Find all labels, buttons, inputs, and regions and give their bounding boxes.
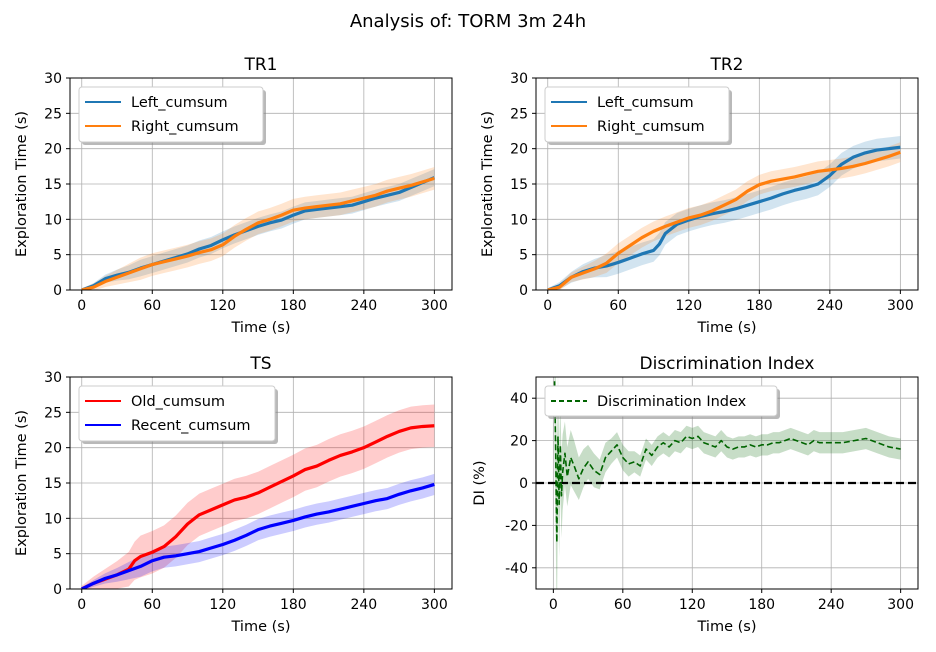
series-line-1 [81, 482, 435, 589]
x-tick-label: 120 [209, 597, 236, 613]
chart-ts: 0 60 120 180 240 300 0 5 10 15 20 25 30 TS Time (s) Exp… [14, 354, 453, 635]
y-tick-label: 5 [53, 248, 62, 264]
legend-label: Left_cumsum [597, 95, 694, 111]
y-tick-label: 10 [44, 511, 62, 527]
x-tick-label: 300 [887, 298, 914, 314]
y-tick-label: 30 [44, 71, 62, 87]
y-axis-label: Exploration Time (s) [14, 111, 30, 257]
y-tick-label: 10 [44, 212, 62, 228]
x-tick-label: 0 [549, 597, 558, 613]
y-tick-label: 20 [510, 142, 528, 158]
x-tick-label: 240 [818, 597, 845, 613]
y-tick-label: 25 [510, 106, 528, 122]
figure-suptitle: Analysis of: TORM 3m 24h [350, 11, 586, 32]
x-tick-label: 60 [143, 597, 161, 613]
series-line-1 [547, 150, 901, 290]
legend: Old_cumsum Recent_cumsum [78, 385, 278, 444]
y-tick-label: 0 [519, 283, 528, 299]
x-tick-label: 180 [280, 298, 307, 314]
x-tick-label: 180 [746, 298, 773, 314]
x-axis-label: Time (s) [231, 320, 291, 336]
y-tick-label: 5 [519, 248, 528, 264]
chart-title: TS [249, 354, 271, 374]
series-band-1 [81, 167, 435, 290]
chart-title: TR2 [709, 55, 743, 75]
x-tick-label: 300 [421, 298, 448, 314]
y-tick-label: 0 [53, 283, 62, 299]
legend-label: Recent_cumsum [131, 418, 251, 434]
x-tick-label: 300 [421, 597, 448, 613]
y-tick-label: 40 [510, 391, 528, 407]
y-tick-label: 20 [44, 142, 62, 158]
legend-label: Old_cumsum [131, 394, 225, 410]
x-tick-label: 240 [816, 298, 843, 314]
y-tick-label: 0 [53, 582, 62, 598]
y-tick-label: 30 [510, 71, 528, 87]
legend-label: Left_cumsum [131, 95, 228, 111]
y-tick-label: 15 [510, 177, 528, 193]
x-tick-label: 240 [350, 298, 377, 314]
x-tick-label: 60 [143, 298, 161, 314]
y-tick-label: 5 [53, 547, 62, 563]
legend: Discrimination Index [544, 385, 780, 419]
y-tick-label: -40 [505, 561, 528, 577]
y-axis-label: Exploration Time (s) [480, 111, 496, 257]
chart-tr1: 0 60 120 180 240 300 0 5 10 15 20 25 30 TR1 Time (s) Ex… [14, 55, 453, 336]
series-line-0 [547, 145, 901, 290]
x-tick-label: 120 [209, 298, 236, 314]
y-tick-label: 20 [44, 441, 62, 457]
y-tick-label: -20 [505, 518, 528, 534]
plot-area [536, 377, 918, 589]
y-tick-label: 15 [44, 476, 62, 492]
plot-area [81, 167, 435, 290]
chart-title: Discrimination Index [640, 354, 815, 374]
legend-label: Right_cumsum [597, 119, 705, 135]
y-tick-label: 30 [44, 370, 62, 386]
chart-tr2: 0 60 120 180 240 300 0 5 10 15 20 25 30 TR2 Time (s) Ex… [480, 55, 919, 336]
x-axis-label: Time (s) [697, 619, 757, 635]
legend-label: Discrimination Index [597, 394, 747, 410]
plot-area [547, 135, 901, 290]
legend-box [78, 385, 276, 442]
legend-box [544, 385, 778, 417]
x-axis-label: Time (s) [697, 320, 757, 336]
x-tick-label: 0 [77, 597, 86, 613]
y-tick-label: 25 [44, 405, 62, 421]
x-tick-label: 120 [675, 298, 702, 314]
x-tick-label: 240 [350, 597, 377, 613]
legend-label: Right_cumsum [131, 119, 239, 135]
series-band-1 [547, 142, 901, 290]
series-band-0 [554, 377, 901, 589]
x-tick-label: 60 [609, 298, 627, 314]
x-tick-label: 120 [679, 597, 706, 613]
x-tick-label: 180 [280, 597, 307, 613]
chart-di: 0 60 120 180 240 300 -40 -20 0 20 40 Discrimination… [472, 354, 919, 635]
series-line-0 [81, 424, 435, 589]
y-axis-label: Exploration Time (s) [14, 410, 30, 556]
x-tick-label: 180 [748, 597, 775, 613]
y-tick-label: 20 [510, 434, 528, 450]
y-tick-label: 10 [510, 212, 528, 228]
x-tick-label: 300 [887, 597, 914, 613]
legend-box [78, 86, 264, 143]
x-tick-label: 60 [614, 597, 632, 613]
y-tick-label: 0 [519, 476, 528, 492]
legend-box [544, 86, 730, 143]
x-tick-label: 0 [543, 298, 552, 314]
plot-area [81, 404, 435, 589]
legend: Left_cumsum Right_cumsum [78, 86, 266, 145]
chart-title: TR1 [243, 55, 277, 75]
y-tick-label: 25 [44, 106, 62, 122]
y-tick-label: 15 [44, 177, 62, 193]
series-line-1 [81, 176, 435, 290]
x-axis-label: Time (s) [231, 619, 291, 635]
y-axis-label: DI (%) [472, 460, 488, 505]
legend: Left_cumsum Right_cumsum [544, 86, 732, 145]
x-tick-label: 0 [77, 298, 86, 314]
series-line-0 [553, 381, 901, 544]
